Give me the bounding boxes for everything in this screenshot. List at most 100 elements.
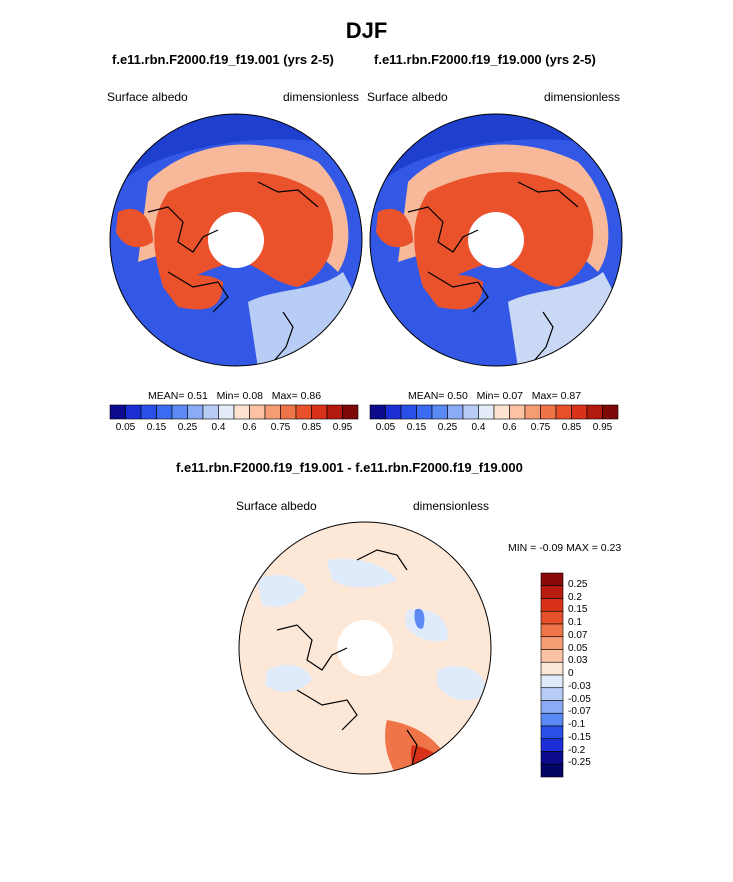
panel1-colorbar-tick: 0.75 [270, 422, 291, 433]
panel1-stats: MEAN= 0.51 Min= 0.08 Max= 0.86 [148, 390, 321, 402]
panel1-colorbar-box-13 [311, 404, 328, 420]
panel2-snow-americas [376, 208, 413, 248]
panel2-colorbar-tick: 0.25 [437, 422, 458, 433]
panel2-colorbar-box-12 [555, 404, 572, 420]
panel3-colorbar-tick: 0.2 [568, 591, 582, 603]
panel1-colorbar-box-7 [218, 404, 235, 420]
panel2-pole-hole [468, 212, 524, 268]
panel3-colorbar-box-9 [540, 687, 564, 701]
panel2-colorbar-tick: 0.15 [406, 422, 427, 433]
panel3-colorbar-tick: 0.05 [568, 642, 588, 654]
panel1-units-label: dimensionless [283, 90, 360, 104]
panel2-colorbar-box-1 [385, 404, 402, 420]
panel2-colorbar-tick: 0.75 [530, 422, 551, 433]
panel3-neg-patch-b [327, 558, 397, 588]
panel1-min: Min= 0.08 [216, 390, 263, 402]
panel3-colorbar-box-3 [540, 610, 564, 625]
panel3-coastline [276, 549, 418, 766]
panel3-neg-streak [414, 608, 425, 629]
panel2-colorbar-tick: 0.05 [375, 422, 396, 433]
panel3-colorbar-tick: -0.05 [568, 693, 591, 705]
panel3-colorbar-box-8 [540, 674, 564, 689]
panel1-coastline [147, 181, 319, 363]
panel2-colorbar-tick: 0.6 [502, 422, 517, 433]
panel3-pole-hole [337, 620, 393, 676]
panel2-colorbar-box-14 [586, 404, 603, 420]
panel2-stats: MEAN= 0.50 Min= 0.07 Max= 0.87 [408, 390, 581, 402]
panel1-variable-label: Surface albedo [107, 90, 188, 104]
panel1-title: f.e11.rbn.F2000.f19_f19.001 (yrs 2-5) [112, 52, 334, 67]
panel1-colorbar-box-5 [187, 404, 204, 420]
panel1-max: Max= 0.86 [271, 390, 322, 402]
panel2-colorbar-tick: 0.95 [592, 422, 613, 433]
panel2-colorbar-box-3 [416, 404, 433, 420]
panel3-colorbar-box-0 [540, 572, 564, 587]
panel3-colorbar-box-14 [540, 751, 564, 765]
panel2-colorbar-tick: 0.85 [561, 422, 582, 433]
panel1-colorbar-box-14 [326, 404, 343, 420]
panel2-deep-ocean [370, 114, 622, 197]
panel1-deep-ocean [110, 114, 362, 197]
panel1-colorbar-tick: 0.95 [332, 422, 353, 433]
panel2-colorbar-box-6 [462, 404, 479, 420]
panel3-colorbar-tick: -0.2 [568, 744, 586, 756]
panel2-colorbar-box-2 [400, 404, 417, 420]
panel3-colorbar-box-1 [540, 585, 564, 599]
panel1-colorbar-box-10 [264, 404, 281, 420]
panel1-colorbar-box-6 [202, 404, 219, 420]
panel2-colorbar-box-13 [571, 404, 588, 420]
panel1-colorbar-box-4 [171, 404, 188, 420]
panel1-colorbar-box-12 [295, 404, 312, 420]
panel2-colorbar-box-9 [509, 404, 526, 420]
panel2-mean: MEAN= 0.50 [408, 390, 468, 402]
panel3-colorbar-tick: 0.25 [568, 578, 588, 590]
panel1-map [109, 113, 363, 367]
panel1-colorbar-box-1 [125, 404, 142, 420]
panel2-colorbar-tick: 0.4 [471, 422, 486, 433]
panel3-colorbar-box-6 [540, 649, 564, 663]
panel2-colorbar-box-10 [524, 404, 541, 420]
panel1-colorbar-tick: 0.6 [242, 422, 257, 433]
panel2-colorbar [369, 404, 619, 420]
panel1-colorbar-box-2 [140, 404, 157, 420]
panel3-colorbar-tick: 0.1 [568, 617, 582, 628]
panel3-colorbar-ticks: 0.25 0.2 0.15 0.1 0.07 0.05 0.03 0 -0.03 -0.05 -0.… [568, 573, 628, 777]
panel1-colorbar-box-0 [109, 404, 126, 420]
panel1-pole-hole [208, 212, 264, 268]
panel1-colorbar-tick: 0.4 [211, 422, 226, 433]
panel2-variable-label: Surface albedo [367, 90, 448, 104]
panel3-colorbar-box-11 [540, 712, 564, 727]
panel2-colorbar-box-11 [540, 404, 557, 420]
panel2-colorbar-box-8 [493, 404, 510, 420]
figure-title: DJF [345, 18, 388, 43]
panel3-colorbar-tick: 0 [568, 668, 574, 679]
panel3-colorbar-box-10 [540, 700, 564, 714]
panel3-map [238, 521, 492, 775]
panel1-colorbar-tick: 0.05 [115, 422, 136, 433]
panel3-minmax: MIN = -0.09 MAX = 0.23 [508, 542, 622, 554]
panel3-colorbar-tick: -0.15 [568, 731, 591, 743]
panel3-colorbar-box-7 [540, 661, 564, 676]
panel2-max: Max= 0.87 [531, 390, 582, 402]
panel1-colorbar-box-11 [280, 404, 297, 420]
panel3-colorbar-tick: -0.25 [568, 757, 591, 769]
panel2-colorbar-box-15 [602, 404, 619, 420]
panel3-colorbar-box-13 [540, 738, 564, 752]
panel3-units-label: dimensionless [413, 499, 490, 513]
panel3-neg-patch-d [265, 664, 312, 692]
panel1-colorbar [109, 404, 359, 420]
panel1-colorbar-box-9 [249, 404, 266, 420]
panel2-map [369, 113, 623, 367]
panel3-colorbar-box-12 [540, 725, 564, 740]
panel2-title: f.e11.rbn.F2000.f19_f19.000 (yrs 2-5) [374, 52, 596, 67]
panel3-colorbar-tick: 0.03 [568, 655, 588, 667]
panel1-colorbar-tick: 0.85 [301, 422, 322, 433]
panel3-colorbar-box-15 [540, 763, 564, 778]
panel1-snow-americas [116, 208, 153, 248]
panel1-colorbar-ticks: 0.05 0.15 0.25 0.4 0.6 0.75 0.85 0.95 [110, 422, 358, 436]
panel2-units-label: dimensionless [544, 90, 621, 104]
panel1-colorbar-tick: 0.25 [177, 422, 198, 433]
panel3-colorbar-tick: -0.1 [568, 719, 586, 730]
panel1-colorbar-box-3 [156, 404, 173, 420]
panel1-mean: MEAN= 0.51 [148, 390, 208, 402]
